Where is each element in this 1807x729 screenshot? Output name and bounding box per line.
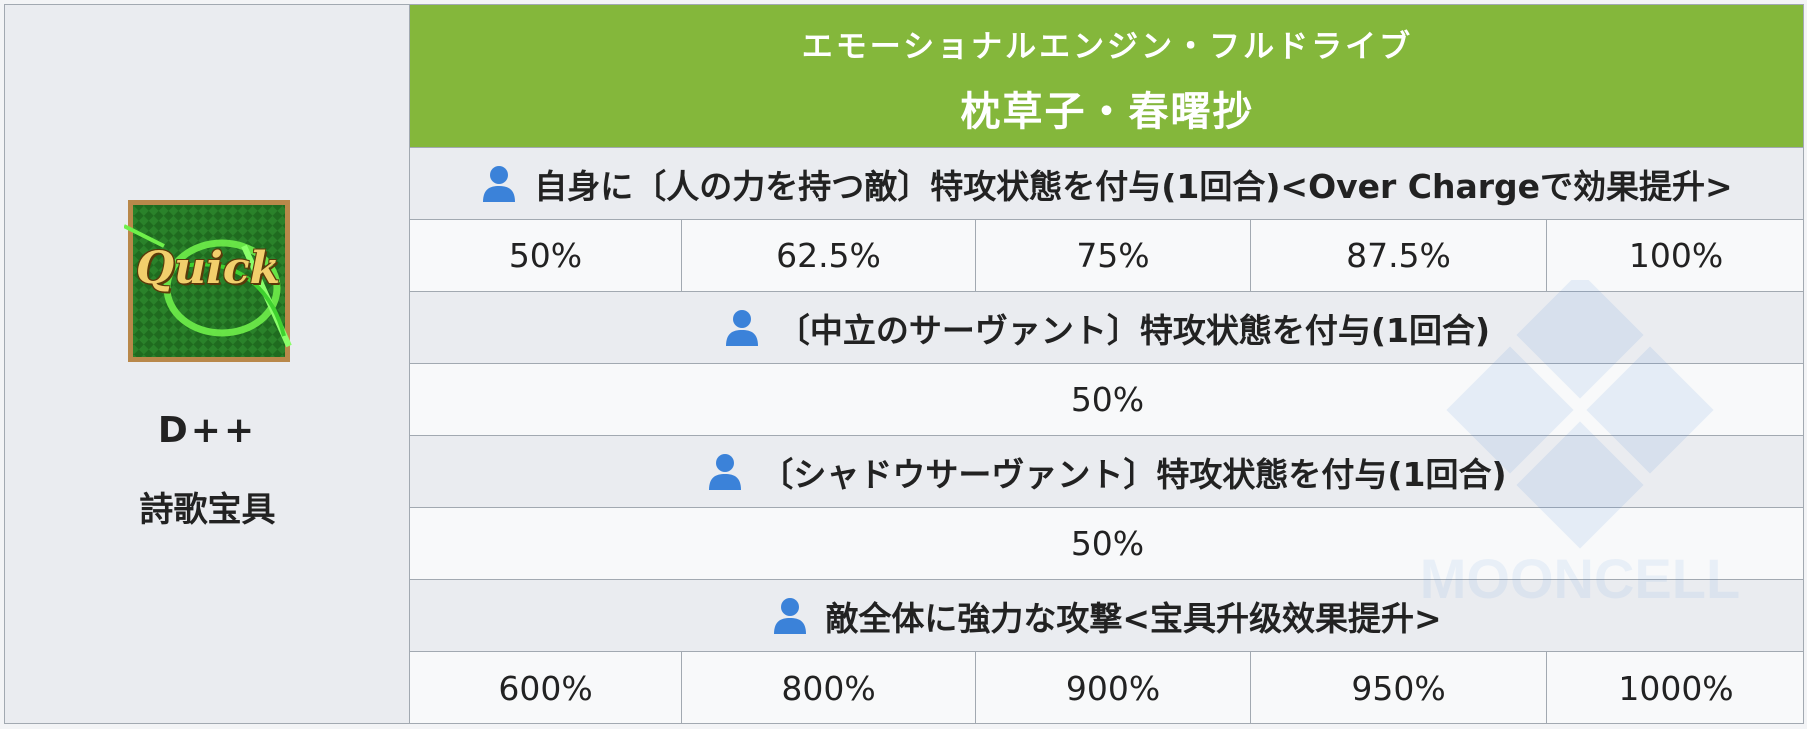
person-icon	[725, 309, 758, 346]
effect-text: 敵全体に強力な攻撃<宝具升级效果提升>	[825, 598, 1442, 638]
value-cell: 50%	[410, 220, 682, 291]
person-icon	[774, 597, 807, 634]
effect-text: 自身に〔人の力を持つ敵〕特攻状態を付与(1回合)<Over Chargeで効果提…	[534, 166, 1733, 206]
effect-row: 自身に〔人の力を持つ敵〕特攻状態を付与(1回合)<Over Chargeで効果提…	[410, 148, 1803, 220]
value-cell: 87.5%	[1251, 220, 1547, 291]
value-row: 50% 62.5% 75% 87.5% 100%	[410, 220, 1803, 292]
value-cell: 950%	[1251, 652, 1547, 723]
np-header: エモーショナルエンジン・フルドライブ 枕草子・春曙抄	[410, 5, 1803, 148]
effect-row: 〔中立のサーヴァント〕特攻状態を付与(1回合)	[410, 292, 1803, 364]
value-cell: 600%	[410, 652, 682, 723]
noble-phantasm-table: Quick D++ 詩歌宝具 エモーショナルエンジン・フルドライブ 枕草子・春曙…	[4, 4, 1804, 724]
value-row: 600% 800% 900% 950% 1000%	[410, 652, 1803, 723]
person-icon	[483, 165, 516, 202]
value-cell: 50%	[1070, 524, 1145, 563]
effect-text: 〔中立のサーヴァント〕特攻状態を付与(1回合)	[776, 310, 1491, 350]
value-row: 50%	[410, 508, 1803, 580]
np-card-cell: Quick D++ 詩歌宝具	[5, 5, 410, 723]
np-type: 詩歌宝具	[139, 490, 276, 530]
value-cell: 1000%	[1618, 668, 1734, 708]
person-icon	[709, 453, 742, 490]
np-ruby: エモーショナルエンジン・フルドライブ	[801, 29, 1414, 65]
value-cell: 900%	[976, 652, 1251, 723]
effect-row: 敵全体に強力な攻撃<宝具升级效果提升>	[410, 580, 1803, 652]
np-name: 枕草子・春曙抄	[960, 89, 1255, 135]
np-rank: D++	[157, 410, 258, 451]
quick-card-label: Quick	[135, 243, 281, 294]
effect-text: 〔シャドウサーヴァント〕特攻状態を付与(1回合)	[760, 454, 1507, 494]
value-cell: 62.5%	[682, 220, 976, 291]
value-cell: 50%	[1070, 380, 1145, 419]
effect-row: 〔シャドウサーヴァント〕特攻状態を付与(1回合)	[410, 436, 1803, 508]
value-cell: 100%	[1628, 236, 1724, 275]
value-cell: 800%	[682, 652, 976, 723]
value-cell: 75%	[976, 220, 1251, 291]
quick-card-icon	[124, 200, 292, 362]
value-row: 50%	[410, 364, 1803, 436]
